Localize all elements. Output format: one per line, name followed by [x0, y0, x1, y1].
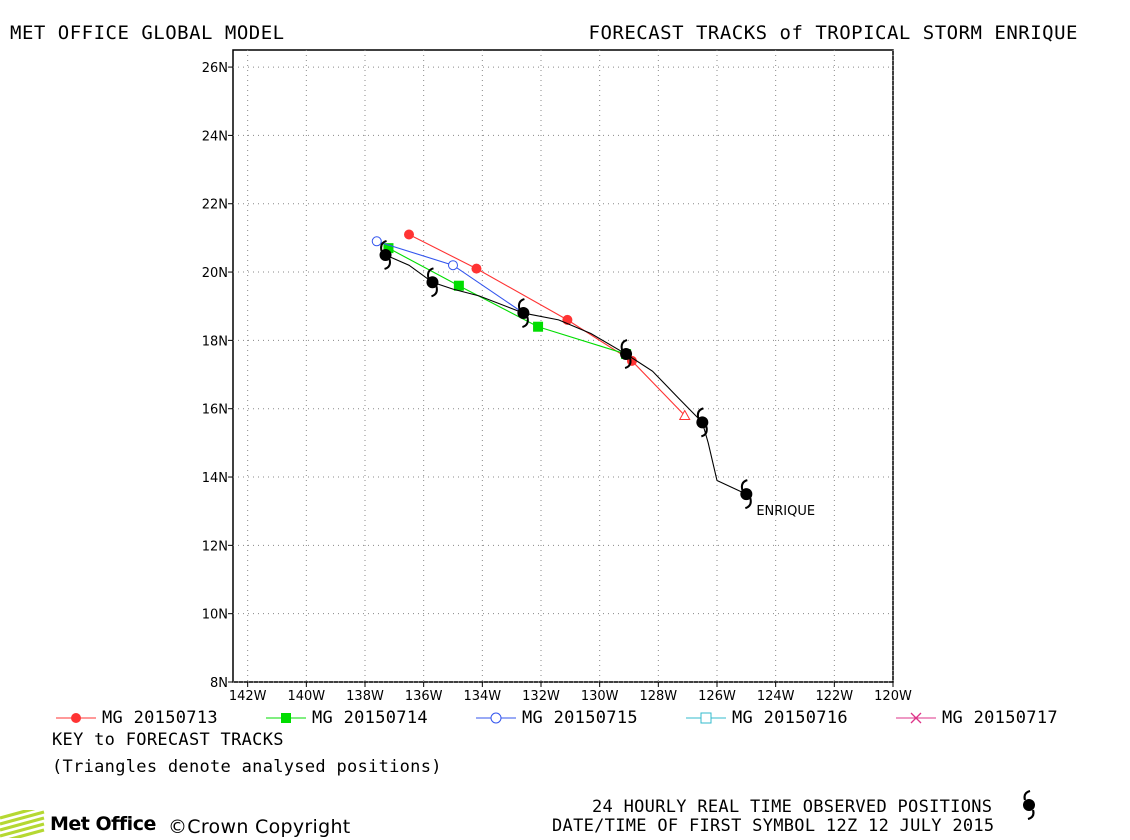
observed-positions-note: 24 HOURLY REAL TIME OBSERVED POSITIONS	[592, 789, 1041, 821]
legend-marker-square-open	[686, 712, 726, 724]
observed-track-line	[385, 254, 747, 495]
map-frame	[232, 49, 894, 683]
legend: MG 20150713 MG 20150714 MG 20150715 MG 2…	[0, 708, 1130, 730]
hurricane-symbol-icon	[620, 339, 633, 370]
x-axis-ticks: 142W 140W 138W 136W 134W 132W 130W 128W 126W 124W…	[229, 682, 912, 700]
x-tick-label: 126W	[698, 689, 736, 700]
y-tick-label: 8N	[210, 676, 228, 691]
map-grid	[233, 50, 894, 683]
hurricane-symbol-icon	[426, 267, 439, 298]
forecast-point	[471, 263, 482, 274]
y-tick-label: 18N	[202, 334, 228, 349]
legend-item: MG 20150717	[896, 708, 1058, 728]
copyright: ©Crown Copyright	[168, 816, 351, 838]
x-tick-label: 120W	[874, 689, 912, 700]
brand-name: Met Office	[50, 813, 156, 835]
forecast-tracks	[371, 229, 691, 421]
legend-label: MG 20150716	[732, 708, 848, 728]
forecast-point	[383, 243, 394, 254]
model-title: MET OFFICE GLOBAL MODEL	[10, 22, 285, 44]
forecast-track-line	[376, 240, 524, 314]
hurricane-symbol-icon	[696, 407, 709, 438]
observed-track	[379, 240, 753, 510]
x-tick-label: 124W	[757, 689, 795, 700]
x-tick-label: 140W	[287, 689, 325, 700]
legend-marker-circle-open	[476, 712, 516, 724]
legend-item: MG 20150713	[56, 708, 218, 728]
forecast-point	[453, 280, 464, 291]
legend-label: MG 20150714	[312, 708, 428, 728]
first-symbol-datetime: DATE/TIME OF FIRST SYMBOL 12Z 12 JULY 20…	[552, 816, 995, 836]
hurricane-symbol-icon	[1022, 789, 1035, 821]
hurricane-symbol-icon	[740, 479, 753, 510]
x-tick-label: 130W	[581, 689, 619, 700]
legend-marker-circle-filled	[56, 713, 96, 723]
met-office-stripes-icon	[0, 810, 45, 838]
legend-label: MG 20150715	[522, 708, 638, 728]
key-title: KEY to FORECAST TRACKS	[52, 730, 284, 750]
x-tick-label: 138W	[346, 689, 384, 700]
track-map: 142W 140W 138W 136W 134W 132W 130W 128W 126W 124W…	[202, 49, 912, 700]
chart-title: FORECAST TRACKS of TROPICAL STORM ENRIQU…	[588, 22, 1078, 44]
legend-item: MG 20150715	[476, 708, 638, 728]
y-tick-label: 26N	[202, 61, 228, 76]
x-tick-label: 132W	[522, 689, 560, 700]
legend-item: MG 20150714	[266, 708, 428, 728]
met-office-logo: Met Office	[0, 810, 156, 838]
x-tick-label: 136W	[405, 689, 443, 700]
legend-marker-square-filled	[266, 713, 306, 723]
forecast-point	[371, 236, 382, 247]
analysed-position-marker	[678, 409, 691, 421]
x-tick-label: 122W	[815, 689, 853, 700]
forecast-point	[448, 260, 458, 271]
hurricane-symbol-icon	[517, 298, 530, 329]
storm-label: ENRIQUE	[756, 504, 815, 519]
observed-positions-text: 24 HOURLY REAL TIME OBSERVED POSITIONS	[592, 797, 993, 817]
legend-marker-cross	[896, 712, 936, 724]
y-tick-label: 24N	[202, 129, 228, 144]
y-tick-label: 10N	[202, 608, 228, 623]
y-tick-label: 16N	[202, 403, 228, 418]
legend-label: MG 20150713	[102, 708, 218, 728]
hurricane-symbol-icon	[379, 240, 392, 270]
legend-item: MG 20150716	[686, 708, 848, 728]
x-tick-label: 142W	[229, 689, 267, 700]
forecast-point	[404, 229, 414, 240]
y-tick-label: 12N	[202, 539, 228, 554]
y-tick-label: 14N	[202, 471, 228, 486]
forecast-track-line	[388, 247, 627, 355]
y-tick-label: 22N	[202, 198, 228, 213]
x-tick-label: 128W	[639, 689, 677, 700]
forecast-point	[533, 321, 544, 332]
y-tick-label: 20N	[202, 266, 228, 281]
legend-label: MG 20150717	[942, 708, 1058, 728]
y-axis-ticks: 8N 10N 12N 14N 16N 18N 20N 22N 24N 26N	[202, 61, 233, 691]
key-note: (Triangles denote analysed positions)	[52, 757, 442, 777]
x-tick-label: 134W	[463, 689, 501, 700]
